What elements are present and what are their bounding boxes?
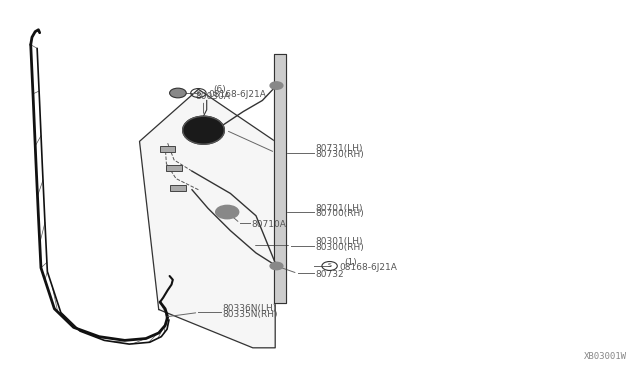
Text: S: S	[196, 90, 200, 96]
Ellipse shape	[183, 116, 225, 144]
Text: 80701(LH): 80701(LH)	[315, 204, 362, 213]
Text: (6): (6)	[213, 85, 226, 94]
Polygon shape	[140, 89, 275, 348]
Circle shape	[270, 82, 283, 89]
Text: 80301(LH): 80301(LH)	[315, 237, 362, 246]
Text: 80710A: 80710A	[251, 220, 285, 229]
Bar	[166, 165, 182, 171]
Bar	[170, 185, 186, 191]
Polygon shape	[274, 54, 286, 303]
Text: 80335N(RH): 80335N(RH)	[222, 310, 278, 319]
Text: 80732: 80732	[315, 270, 344, 279]
Text: 08168-6J21A: 08168-6J21A	[339, 263, 397, 272]
Bar	[160, 146, 175, 152]
Text: 80730(RH): 80730(RH)	[315, 150, 364, 159]
Text: 80030A: 80030A	[195, 92, 230, 101]
Text: 80300(RH): 80300(RH)	[315, 243, 364, 252]
Text: 80700(RH): 80700(RH)	[315, 209, 364, 218]
Text: 80336N(LH): 80336N(LH)	[222, 304, 276, 313]
Text: 08168-6J21A: 08168-6J21A	[208, 90, 266, 99]
Text: 80731(LH): 80731(LH)	[315, 144, 362, 153]
Text: S: S	[328, 263, 332, 269]
Text: XB03001W: XB03001W	[584, 352, 627, 361]
Text: (1): (1)	[344, 258, 357, 267]
Circle shape	[170, 88, 186, 98]
Circle shape	[270, 262, 283, 270]
Circle shape	[216, 205, 239, 219]
